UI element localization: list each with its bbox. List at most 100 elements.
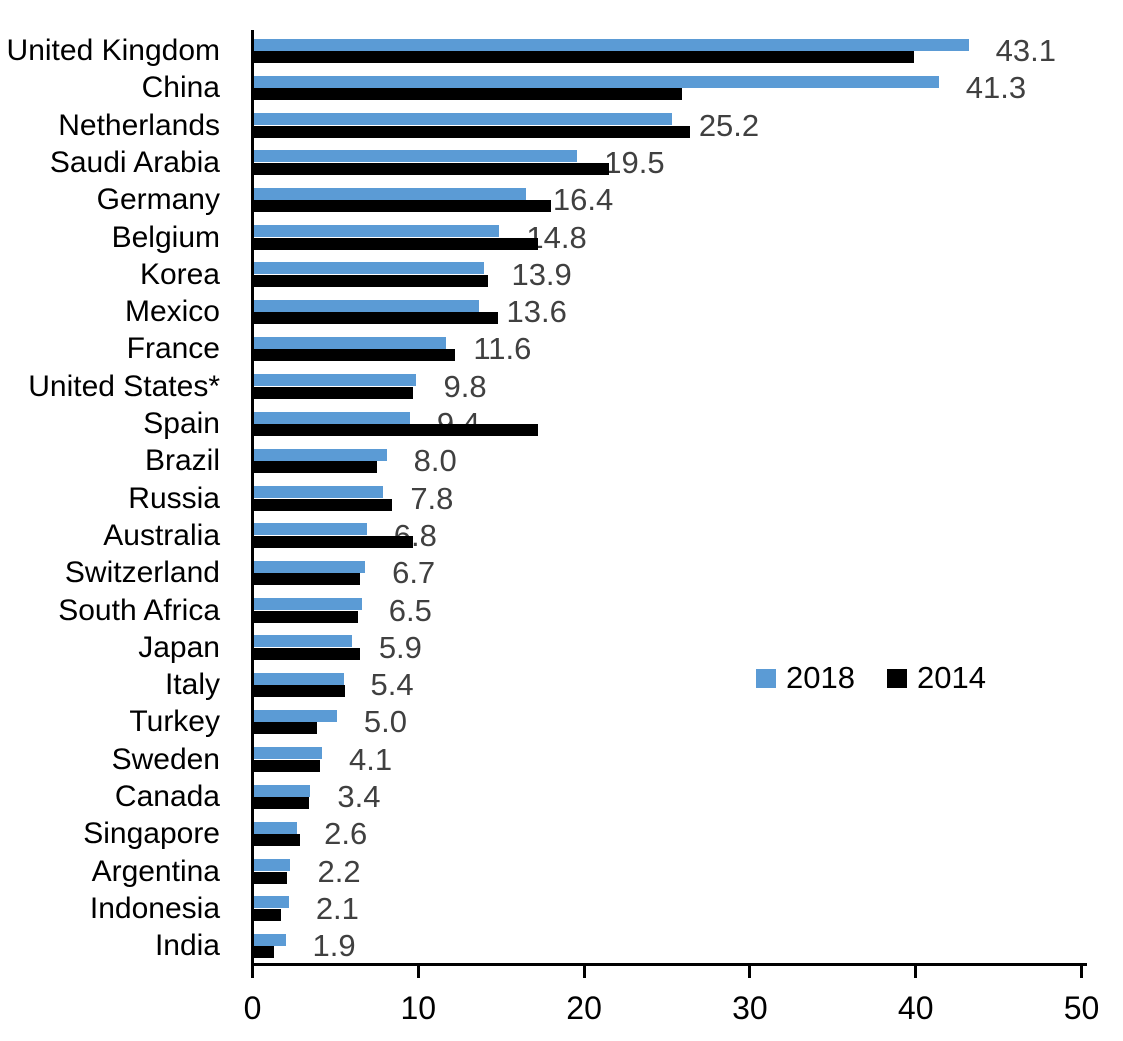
value-label: 5.9 bbox=[378, 629, 422, 665]
bar-2014 bbox=[254, 274, 488, 287]
value-label: 6.7 bbox=[392, 555, 436, 591]
bar-2014 bbox=[254, 125, 691, 138]
x-tick bbox=[416, 966, 420, 978]
bar-2014 bbox=[254, 200, 551, 213]
bar-2018 bbox=[254, 38, 969, 51]
bar-2014 bbox=[254, 871, 288, 884]
value-label: 1.9 bbox=[312, 928, 356, 964]
category-label: Russia bbox=[128, 481, 220, 515]
bar-2014 bbox=[254, 946, 274, 959]
bar-2014 bbox=[254, 498, 392, 511]
category-label: Canada bbox=[114, 780, 220, 813]
bar-2014 bbox=[254, 647, 361, 660]
category-label: Turkey bbox=[129, 705, 220, 739]
bar-2018 bbox=[254, 598, 362, 610]
bar-2018 bbox=[254, 225, 500, 237]
bar-2014 bbox=[254, 834, 301, 847]
value-label: 5.0 bbox=[363, 704, 407, 740]
x-tick bbox=[582, 966, 586, 978]
bar-2014 bbox=[254, 722, 317, 735]
x-tick bbox=[251, 966, 254, 978]
x-tick-label: 50 bbox=[1063, 990, 1100, 1026]
bar-2018 bbox=[254, 747, 322, 760]
value-label: 2.1 bbox=[315, 890, 359, 926]
category-label: Argentina bbox=[91, 854, 220, 888]
legend-label-2018: 2018 bbox=[786, 660, 855, 695]
x-tick bbox=[914, 966, 918, 978]
bar-2014 bbox=[254, 797, 309, 809]
bar-2018 bbox=[254, 374, 417, 387]
value-label: 2.6 bbox=[324, 816, 368, 852]
bar-2014 bbox=[254, 685, 346, 698]
bar-2018 bbox=[254, 262, 485, 275]
category-label: Mexico bbox=[124, 295, 220, 329]
value-label: 41.3 bbox=[965, 70, 1027, 106]
bar-2018 bbox=[254, 709, 337, 722]
bar-2018 bbox=[254, 113, 672, 126]
category-label: France bbox=[126, 332, 220, 366]
value-label: 25.2 bbox=[698, 107, 760, 143]
bar-2018 bbox=[254, 75, 939, 88]
category-label: Australia bbox=[103, 518, 220, 552]
value-label: 43.1 bbox=[995, 33, 1056, 68]
bar-2018 bbox=[254, 635, 352, 648]
bar-2014 bbox=[254, 51, 914, 63]
x-axis-line bbox=[251, 963, 1087, 966]
category-label: Netherlands bbox=[58, 108, 220, 142]
value-label: 16.4 bbox=[552, 182, 614, 218]
category-label: United States* bbox=[28, 369, 220, 403]
category-label: Italy bbox=[164, 668, 220, 702]
category-label: Germany bbox=[96, 183, 220, 217]
bar-2014 bbox=[254, 312, 498, 325]
x-tick bbox=[748, 966, 752, 978]
value-label: 13.6 bbox=[506, 294, 567, 330]
bar-2014 bbox=[254, 162, 609, 175]
legend: 2018 2014 bbox=[756, 660, 986, 696]
legend-swatch-2018 bbox=[756, 668, 776, 688]
bar-2018 bbox=[254, 560, 366, 573]
value-label: 8.0 bbox=[413, 443, 457, 479]
y-axis-line bbox=[251, 30, 254, 966]
value-label: 6.5 bbox=[388, 592, 432, 628]
bar-2018 bbox=[254, 150, 578, 163]
category-label: Spain bbox=[143, 407, 220, 440]
x-tick-label: 10 bbox=[400, 990, 437, 1026]
x-tick-label: 30 bbox=[732, 990, 768, 1026]
x-tick bbox=[1080, 966, 1083, 978]
category-label: Switzerland bbox=[64, 556, 220, 590]
x-tick-label: 40 bbox=[897, 990, 934, 1026]
bar-2018 bbox=[254, 336, 447, 349]
category-label: South Africa bbox=[58, 593, 220, 627]
value-label: 4.1 bbox=[348, 741, 393, 777]
category-label: Korea bbox=[139, 257, 220, 291]
bar-2018 bbox=[254, 859, 291, 872]
bar-2018 bbox=[254, 523, 367, 536]
bar-2014 bbox=[254, 908, 281, 921]
value-label: 2.2 bbox=[317, 853, 361, 889]
value-label: 11.6 bbox=[473, 331, 532, 367]
bar-2014 bbox=[254, 349, 455, 362]
value-label: 9.8 bbox=[443, 368, 487, 404]
bar-2014 bbox=[254, 237, 538, 250]
bar-2018 bbox=[254, 299, 480, 312]
bar-2014 bbox=[254, 610, 359, 623]
bar-2014 bbox=[254, 386, 414, 399]
bar-2018 bbox=[254, 784, 311, 797]
value-label: 3.4 bbox=[337, 779, 381, 814]
bar-2018 bbox=[254, 821, 298, 834]
bar-2018 bbox=[254, 896, 289, 909]
legend-swatch-2014 bbox=[886, 668, 907, 688]
category-label: Indonesia bbox=[89, 891, 220, 925]
x-tick-label: 0 bbox=[243, 990, 262, 1026]
bar-2014 bbox=[254, 88, 682, 101]
bar-2014 bbox=[254, 759, 321, 772]
bar-2018 bbox=[254, 187, 526, 200]
value-label: 19.5 bbox=[604, 144, 665, 180]
bar-2018 bbox=[254, 411, 410, 424]
legend-label-2014: 2014 bbox=[916, 660, 986, 695]
value-label: 5.4 bbox=[370, 667, 414, 703]
category-label: Singapore bbox=[83, 817, 220, 851]
value-label: 13.9 bbox=[511, 256, 572, 292]
category-label: Saudi Arabia bbox=[49, 145, 220, 179]
